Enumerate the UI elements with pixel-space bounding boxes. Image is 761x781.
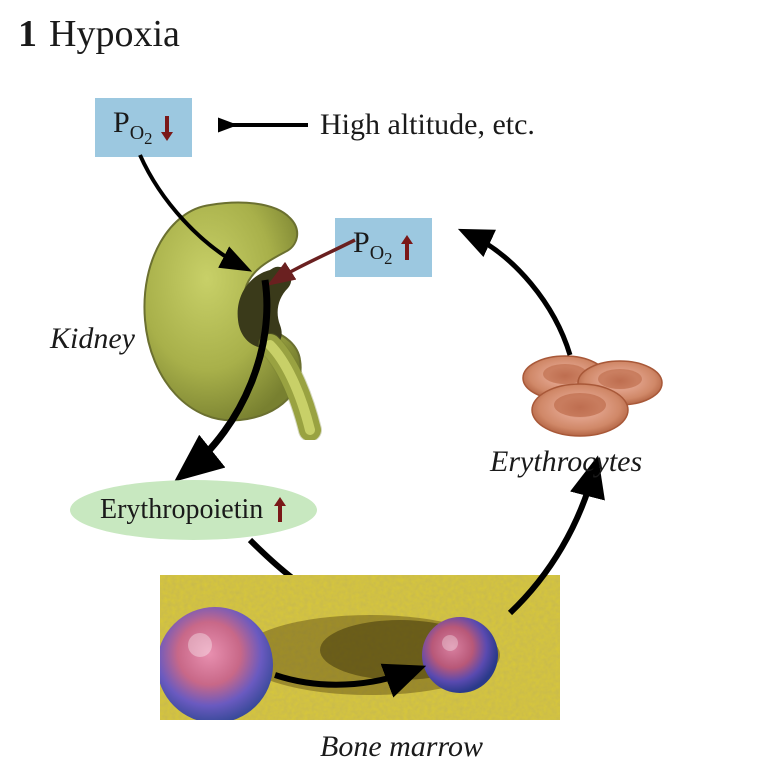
diagram-title: 1 Hypoxia xyxy=(18,12,180,56)
po2-low-label: PO2 xyxy=(113,106,152,149)
arrow-rbc-to-po2high xyxy=(455,215,585,365)
arrow-po2low-to-kidney xyxy=(120,150,270,290)
up-arrow-icon xyxy=(400,234,414,262)
trigger-label: High altitude, etc. xyxy=(320,108,535,142)
kidney-label: Kidney xyxy=(50,322,135,356)
po2-low-box: PO2 xyxy=(95,98,192,157)
bone-marrow-label: Bone marrow xyxy=(320,730,483,764)
epo-label: Erythropoietin xyxy=(100,494,263,526)
title-text: Hypoxia xyxy=(49,13,180,55)
title-number: 1 xyxy=(18,13,37,55)
up-arrow-icon xyxy=(273,496,287,524)
arrow-trigger-to-po2 xyxy=(218,110,313,140)
down-arrow-icon xyxy=(160,114,174,142)
arrow-kidney-to-epo xyxy=(155,275,295,485)
arrow-marrow-to-rbc xyxy=(495,455,615,620)
erythrocytes-label: Erythrocytes xyxy=(490,445,642,479)
